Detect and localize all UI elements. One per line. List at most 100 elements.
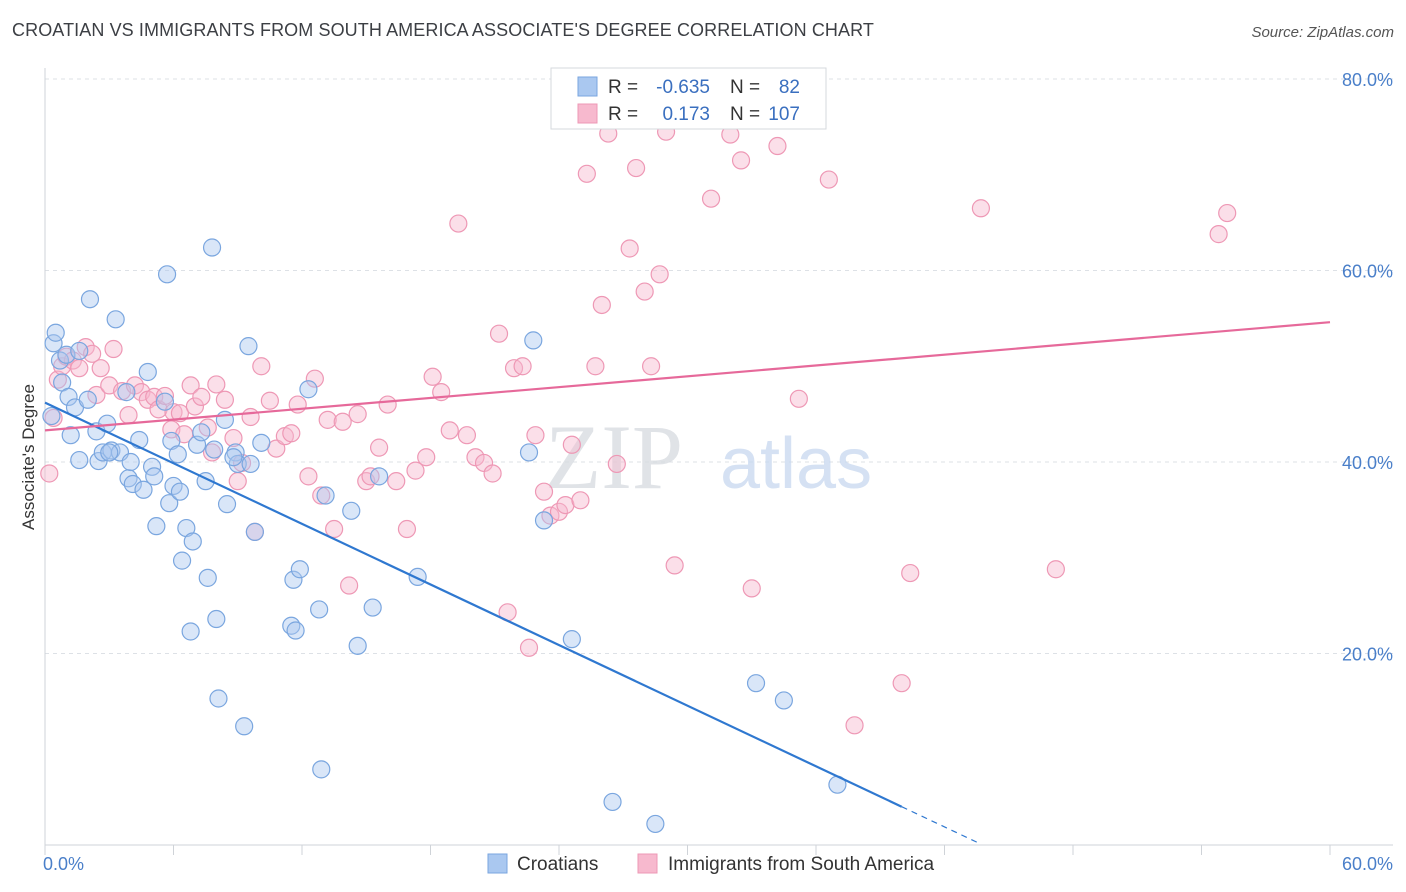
- pink-point-23: [170, 404, 190, 423]
- chart-title: CROATIAN VS IMMIGRANTS FROM SOUTH AMERIC…: [12, 20, 875, 40]
- pink-point-97: [768, 136, 787, 156]
- pink-point-106: [1218, 203, 1237, 223]
- legend-n-value-2: 107: [768, 104, 800, 125]
- watermark-zip: ZIP: [545, 406, 683, 508]
- pink-trend-line: [44, 321, 1331, 432]
- blue-point-21: [121, 452, 140, 472]
- pink-point-32: [224, 428, 243, 448]
- pink-point-48: [333, 412, 352, 431]
- bottom-legend-swatch-blue: [487, 853, 508, 874]
- blue-point-79: [168, 445, 187, 464]
- blue-point-63: [316, 486, 335, 505]
- pink-point-87: [635, 282, 654, 301]
- blue-point-48: [217, 495, 237, 514]
- blue-point-76: [774, 691, 793, 710]
- blue-point-80: [224, 448, 243, 467]
- blue-point-60: [299, 380, 318, 399]
- blue-point-44: [205, 440, 224, 459]
- pink-point-98: [789, 389, 808, 408]
- legend-r-label-2: R =: [608, 104, 638, 125]
- pink-point-81: [592, 295, 611, 315]
- blue-point-46: [209, 689, 228, 708]
- source-label: Source: ZipAtlas.com: [1251, 24, 1394, 41]
- pink-point-102: [901, 563, 920, 583]
- pink-point-101: [892, 674, 911, 693]
- blue-point-54: [245, 522, 264, 541]
- pink-point-31: [215, 390, 234, 409]
- pink-point-72: [526, 426, 545, 445]
- legend: R = -0.635 N = 82 R = 0.173 N = 107: [550, 67, 827, 130]
- pink-point-45: [312, 486, 331, 505]
- y-tick-label-1: 40.0%: [1342, 453, 1393, 473]
- pink-point-58: [417, 448, 436, 467]
- pink-point-0: [40, 464, 59, 483]
- bottom-legend-swatch-pink: [637, 853, 658, 874]
- pink-point-55: [387, 472, 406, 491]
- pink-point-77: [562, 435, 581, 454]
- blue-point-62: [312, 760, 331, 779]
- pink-point-66: [483, 464, 502, 483]
- blue-point-9: [70, 341, 89, 361]
- pink-point-83: [607, 454, 626, 474]
- bottom-legend: Croatians Immigrants from South America: [487, 853, 935, 875]
- blue-point-64: [342, 501, 361, 520]
- blue-point-37: [181, 622, 200, 641]
- pink-point-89: [650, 265, 669, 284]
- legend-r-value-1: -0.635: [656, 77, 710, 98]
- pink-point-70: [513, 357, 532, 376]
- pink-point-67: [489, 324, 509, 343]
- pink-point-38: [260, 391, 279, 410]
- blue-point-81: [70, 450, 89, 470]
- blue-point-22: [123, 474, 142, 494]
- blue-point-30: [157, 265, 177, 284]
- pink-point-61: [440, 421, 459, 440]
- pink-point-20: [155, 386, 175, 406]
- grid-lines: [45, 78, 1393, 654]
- pink-point-79: [577, 164, 596, 183]
- pink-point-54: [378, 395, 397, 414]
- pink-point-47: [325, 519, 344, 539]
- blue-point-52: [239, 337, 258, 356]
- blue-point-66: [363, 598, 382, 617]
- pink-point-80: [586, 357, 605, 376]
- blue-point-27: [145, 467, 164, 486]
- blue-trend-line: [44, 401, 903, 808]
- blue-point-75: [746, 674, 766, 693]
- pink-point-29: [202, 443, 222, 462]
- pink-point-37: [252, 357, 271, 376]
- blue-point-57: [284, 570, 303, 589]
- y-axis-title: Associate's Degree: [19, 384, 38, 530]
- pink-point-99: [819, 170, 838, 189]
- blue-point-40: [192, 423, 211, 442]
- blue-point-24: [134, 480, 153, 499]
- blue-point-53: [241, 454, 260, 474]
- legend-swatch-blue: [577, 76, 598, 97]
- pink-points-group: [40, 103, 1237, 735]
- pink-point-50: [348, 405, 367, 424]
- x-tick-label-1: 60.0%: [1342, 854, 1393, 874]
- blue-point-11: [78, 390, 97, 409]
- pink-point-86: [626, 158, 646, 178]
- pink-point-33: [228, 472, 247, 491]
- y-tick-label-2: 60.0%: [1342, 262, 1393, 282]
- blue-point-73: [603, 792, 622, 812]
- blue-point-65: [348, 636, 367, 655]
- blue-point-2: [46, 323, 65, 342]
- pink-point-73: [534, 482, 554, 501]
- blue-point-31: [160, 494, 179, 513]
- pink-point-100: [845, 716, 864, 735]
- pink-point-85: [620, 239, 639, 258]
- y-tick-label-3: 80.0%: [1342, 70, 1393, 90]
- blue-point-70: [524, 331, 543, 350]
- pink-point-41: [282, 424, 301, 443]
- pink-point-88: [641, 357, 661, 376]
- pink-point-26: [185, 397, 205, 416]
- pink-point-103: [971, 199, 991, 218]
- legend-n-label-1: N =: [730, 77, 760, 98]
- y-tick-label-0: 20.0%: [1342, 645, 1393, 665]
- blue-point-59: [290, 560, 309, 579]
- pink-point-14: [119, 405, 138, 425]
- blue-point-17: [106, 310, 125, 329]
- pink-point-91: [665, 556, 684, 575]
- blue-point-61: [310, 600, 329, 619]
